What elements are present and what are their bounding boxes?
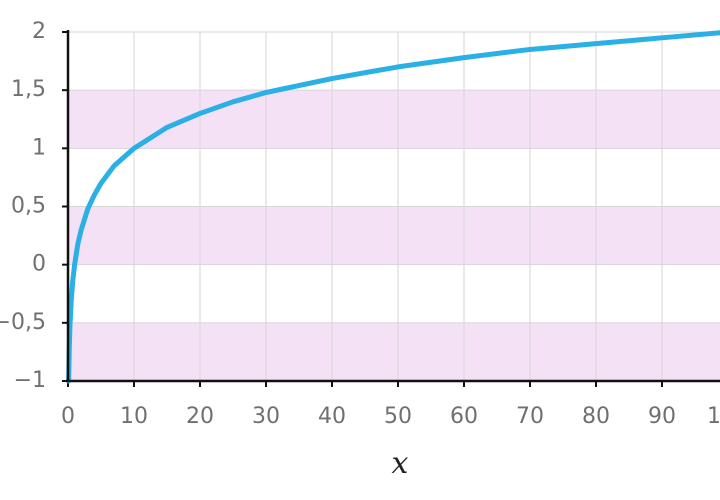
y-tick-label: −1 — [14, 368, 46, 393]
y-tick-label: −0,5 — [0, 310, 46, 335]
x-axis-title: x — [392, 446, 409, 481]
grid — [62, 31, 720, 387]
y-tick-label: 1,5 — [11, 77, 46, 102]
y-tick-label: 0 — [32, 252, 46, 277]
bands — [68, 90, 720, 381]
x-tick-label: 70 — [516, 404, 544, 429]
x-tick-label: 60 — [450, 404, 478, 429]
x-tick-label: 20 — [186, 404, 214, 429]
band — [68, 322, 720, 381]
x-tick-label: 40 — [318, 404, 346, 429]
line — [66, 30, 720, 384]
x-tick-label: 50 — [384, 404, 412, 429]
x-tick-label: 80 — [582, 404, 610, 429]
band — [68, 90, 720, 149]
y-tick-label: 1 — [32, 135, 46, 160]
x-tick-label: 10 — [120, 404, 148, 429]
x-tick-label: 30 — [252, 404, 280, 429]
marks — [66, 30, 720, 384]
y-tick-label: 0,5 — [11, 194, 46, 219]
x-tick-label: 0 — [61, 404, 75, 429]
x-tick-label: 90 — [648, 404, 676, 429]
x-tick-label: 100 — [707, 404, 720, 429]
band — [68, 206, 720, 265]
y-tick-label: 2 — [32, 19, 46, 44]
